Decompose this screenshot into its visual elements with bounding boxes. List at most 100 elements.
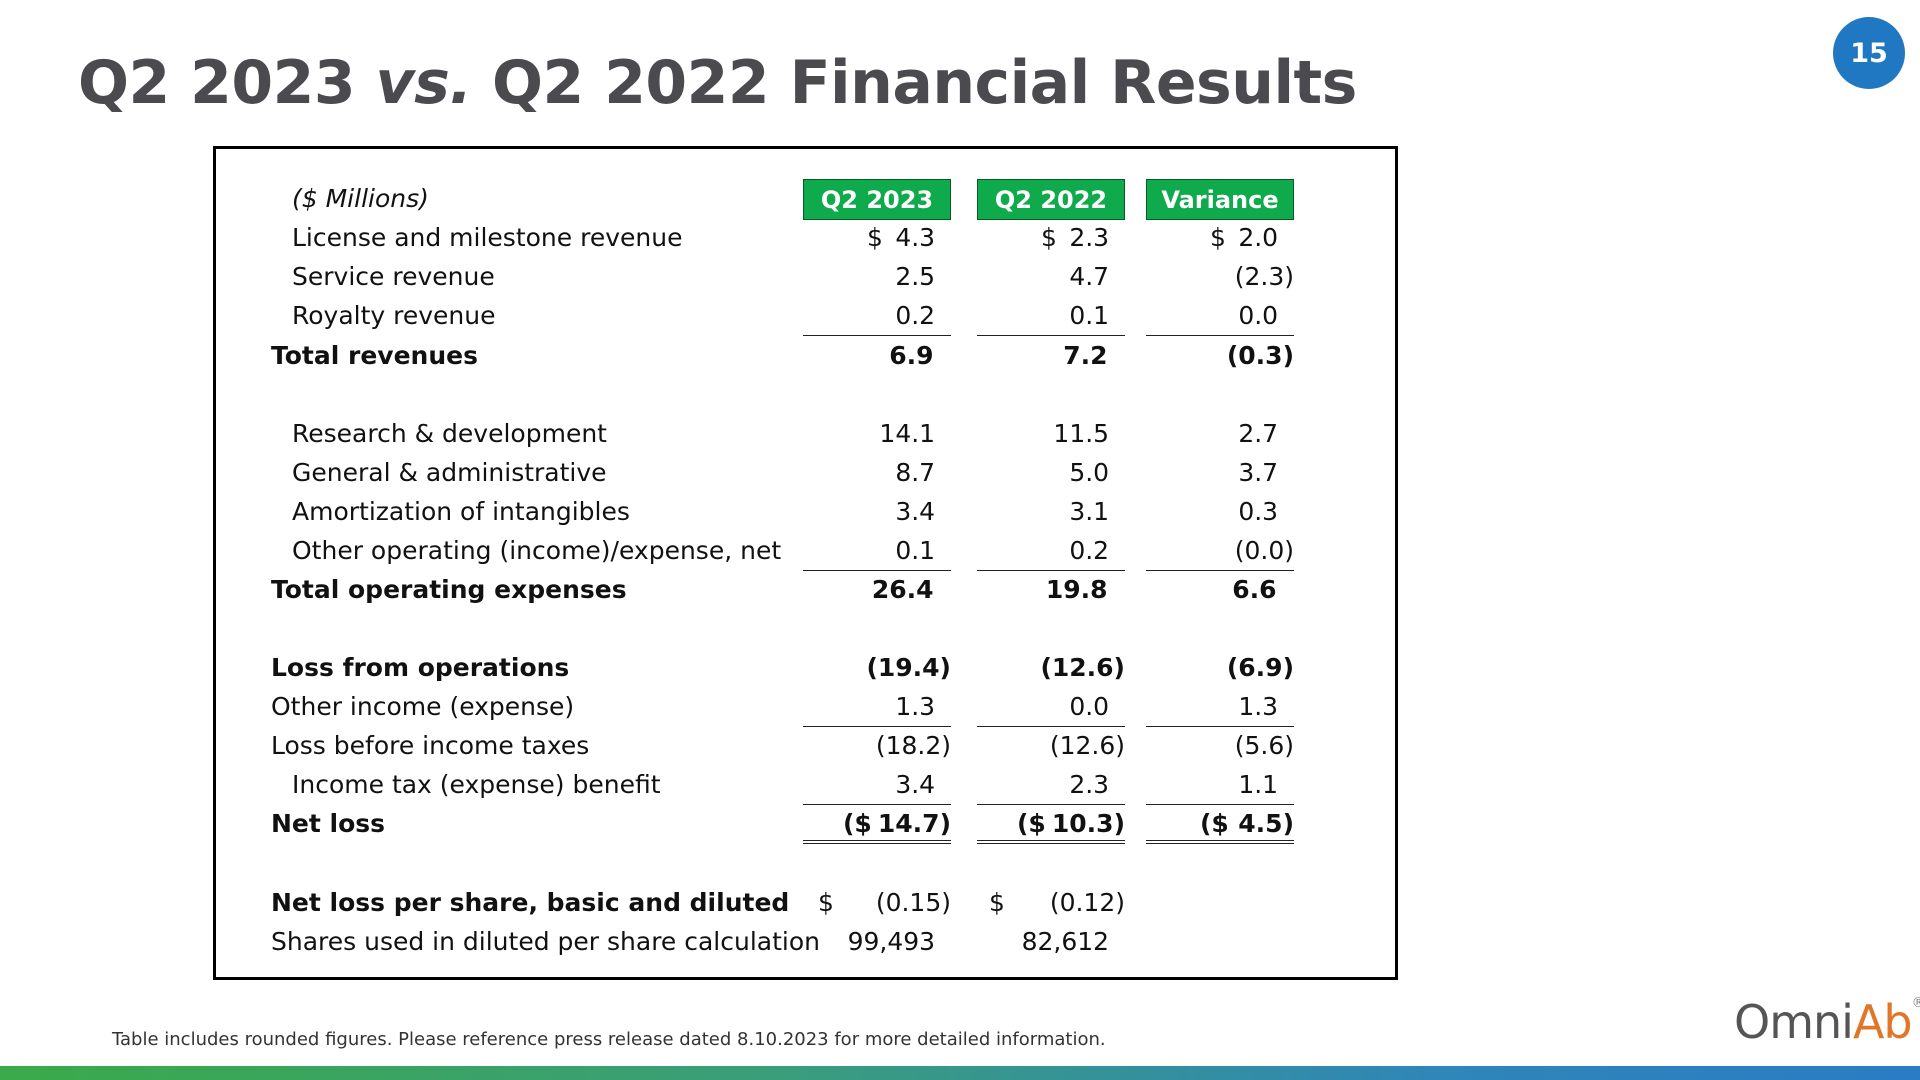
cell-q2-2023: 14.1 [803,415,951,454]
value: (18.2) [875,731,951,760]
title-part-1: Q2 2023 [78,48,376,118]
cell-variance: 6.6 [1146,571,1294,610]
cell-q2-2023: $4.3 [803,219,951,258]
value: (0.0) [1234,536,1294,565]
column-header-q2-2022: Q2 2022 [977,179,1125,220]
row-label: License and milestone revenue [292,223,683,252]
value: 6.6 [1232,575,1277,604]
cell-q2-2022: 82,612 [977,923,1125,962]
cell-q2-2023: 3.4 [803,493,951,532]
value: 3.4 [895,497,936,526]
logo-text-accent: Ab [1852,995,1913,1049]
value: 2.3 [1069,770,1110,799]
value: (6.9) [1226,653,1294,682]
table-row-total: Total operating expenses 26.4 19.8 6.6 [0,571,1298,610]
cell-q2-2023: 0.1 [803,532,951,571]
table-row: Service revenue 2.5 4.7 (2.3) [0,258,1298,297]
cell-q2-2023: (18.2) [803,727,951,766]
row-label: Other income (expense) [271,692,575,721]
dollar-sign: $ [989,888,1005,917]
cell-variance: (2.3) [1146,258,1294,297]
dollar-sign: $ [1210,223,1226,252]
row-label: Royalty revenue [292,301,496,330]
logo-text-main: Omni [1734,995,1854,1049]
cell-variance: 0.0 [1146,297,1294,336]
value: 14.7) [877,809,951,838]
value: 99,493 [847,927,936,956]
dollar-sign: $ [818,888,834,917]
cell-q2-2023: 26.4 [803,571,951,610]
table-row: Other operating (income)/expense, net 0.… [0,532,1298,571]
title-vs: vs. [375,48,473,118]
value: (5.6) [1234,731,1294,760]
row-label: Total revenues [271,341,478,370]
value: (12.6) [1049,731,1125,760]
cell-variance: $2.0 [1146,219,1294,258]
cell-q2-2023: ($ 14.7) [803,805,951,844]
value: 0.0 [1069,692,1110,721]
cell-q2-2022: ($ 10.3) [977,805,1125,844]
cell-variance: (0.0) [1146,532,1294,571]
row-label: Loss before income taxes [271,731,590,760]
cell-q2-2022: 3.1 [977,493,1125,532]
column-header-variance: Variance [1146,179,1294,220]
value: 3.7 [1238,458,1279,487]
value: 0.3 [1238,497,1279,526]
table-row: Income tax (expense) benefit 3.4 2.3 1.1 [0,766,1298,805]
value: (12.6) [1040,653,1125,682]
cell-q2-2022: 7.2 [977,337,1125,376]
row-label: General & administrative [292,458,607,487]
table-row: License and milestone revenue $4.3 $2.3 … [0,219,1298,258]
financial-table-frame [213,146,1398,980]
cell-q2-2023: 3.4 [803,766,951,805]
table-row: Loss from operations (19.4) (12.6) (6.9) [0,649,1298,688]
cell-q2-2022: 0.0 [977,688,1125,727]
cell-q2-2023: $ (0.15) [803,884,951,923]
cell-q2-2022: 5.0 [977,454,1125,493]
value: 14.1 [879,419,936,448]
dollar-prefix: ($ [843,809,872,838]
value: (0.3) [1226,341,1294,370]
title-part-2: Q2 2022 Financial Results [471,48,1357,118]
units-row: ($ Millions) [0,180,1298,219]
table-row: Research & development 14.1 11.5 2.7 [0,415,1298,454]
dollar-sign: $ [1041,223,1057,252]
value: 3.4 [895,770,936,799]
cell-variance: 1.3 [1146,688,1294,727]
value: 2.7 [1238,419,1279,448]
cell-q2-2023: 0.2 [803,297,951,336]
value: (2.3) [1234,262,1294,291]
value: 0.2 [1069,536,1110,565]
cell-variance: 1.1 [1146,766,1294,805]
table-row: General & administrative 8.7 5.0 3.7 [0,454,1298,493]
value: 7.2 [1063,341,1108,370]
value: 0.1 [895,536,936,565]
dollar-prefix: ($ [1017,809,1046,838]
row-label: Total operating expenses [271,575,627,604]
bottom-gradient-bar [0,1066,1920,1080]
value: 4.3 [895,223,936,252]
cell-variance: (6.9) [1146,649,1294,688]
value: 8.7 [895,458,936,487]
cell-variance: (5.6) [1146,727,1294,766]
units-label: ($ Millions) [292,184,429,213]
row-label: Shares used in diluted per share calcula… [271,927,820,956]
table-row: Other income (expense) 1.3 0.0 1.3 [0,688,1298,727]
value: 0.0 [1238,301,1279,330]
value: 1.3 [895,692,936,721]
cell-variance: ($ 4.5) [1146,805,1294,844]
table-row: Royalty revenue 0.2 0.1 0.0 [0,297,1298,336]
cell-variance: (0.3) [1146,337,1294,376]
value: 26.4 [871,575,934,604]
cell-q2-2023: 1.3 [803,688,951,727]
cell-q2-2022: $ (0.12) [977,884,1125,923]
value: 5.0 [1069,458,1110,487]
value: 82,612 [1021,927,1110,956]
value: 4.7 [1069,262,1110,291]
cell-variance: 2.7 [1146,415,1294,454]
value: 3.1 [1069,497,1110,526]
value: (19.4) [866,653,951,682]
row-label: Other operating (income)/expense, net [292,536,782,565]
value: (0.15) [875,888,951,917]
row-label: Income tax (expense) benefit [292,770,661,799]
